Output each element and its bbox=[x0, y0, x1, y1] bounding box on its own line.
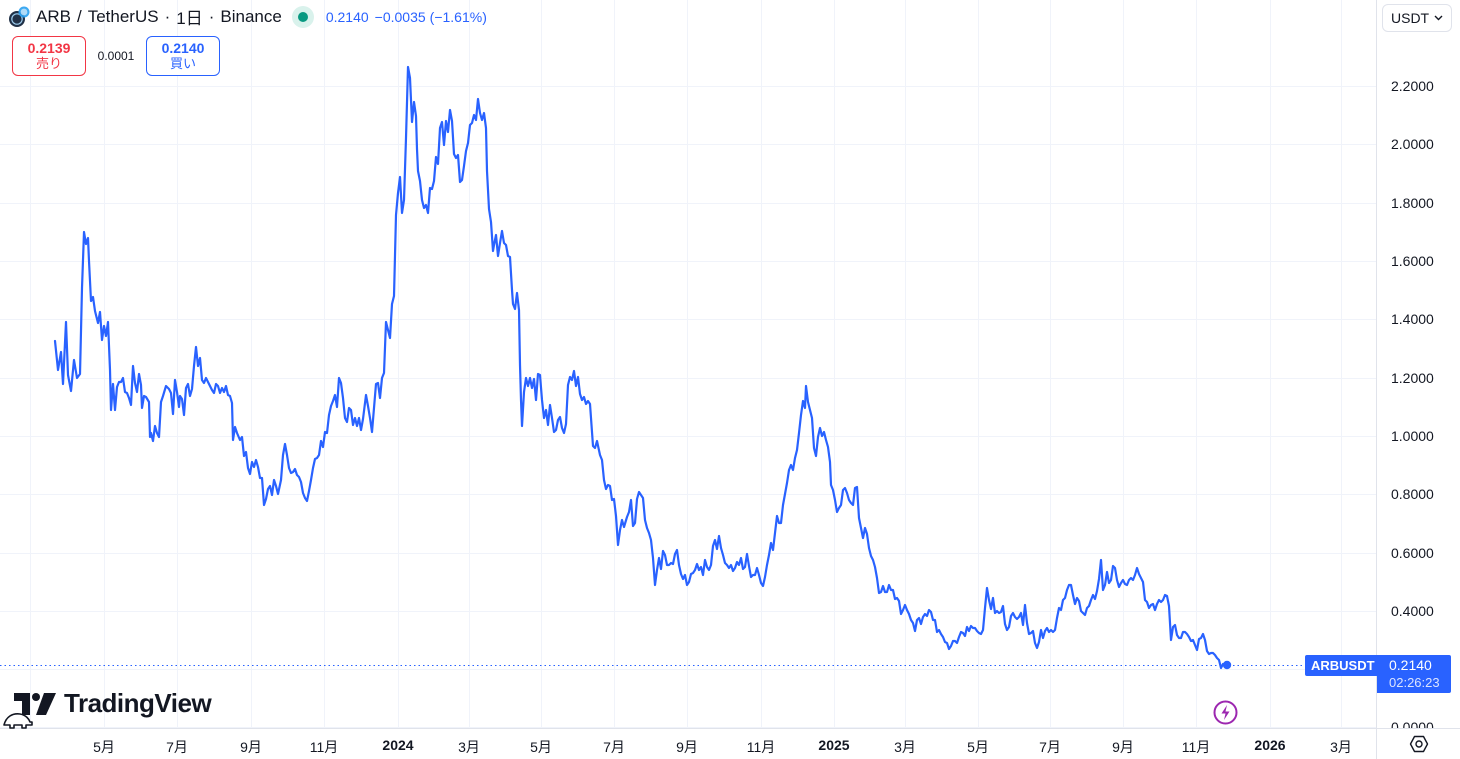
settings-icon bbox=[1409, 735, 1429, 753]
time-tick: 11月 bbox=[1181, 739, 1211, 755]
chart-settings-button[interactable] bbox=[1376, 728, 1460, 759]
symbol-price-label: ARBUSDT bbox=[1305, 655, 1381, 676]
tradingview-logo-text: TradingView bbox=[64, 688, 212, 718]
time-tick: 2024 bbox=[382, 737, 414, 753]
tradingview-logo-icon bbox=[14, 692, 56, 715]
chart-legend-header: ARB / TetherUS · 1日 · Binance 0.2140 −0.… bbox=[8, 4, 487, 29]
time-tick: 5月 bbox=[530, 739, 552, 755]
time-tick: 9月 bbox=[676, 739, 698, 755]
time-tick: 11月 bbox=[309, 739, 339, 755]
lightning-event-button[interactable] bbox=[1213, 700, 1238, 725]
price-tick: 2.2000 bbox=[1391, 78, 1434, 94]
chevron-down-icon bbox=[1434, 15, 1443, 21]
price-tick: 2.0000 bbox=[1391, 136, 1434, 152]
trade-panel: 0.2139 売り 0.0001 0.2140 買い bbox=[12, 36, 220, 76]
time-tick: 2025 bbox=[818, 737, 850, 753]
price-tick: 0.6000 bbox=[1391, 545, 1434, 561]
price-change-percent: (−1.61%) bbox=[429, 8, 487, 25]
sell-button[interactable]: 0.2139 売り bbox=[12, 36, 86, 76]
last-price-dot bbox=[1222, 660, 1232, 670]
buy-price: 0.2140 bbox=[161, 40, 205, 56]
interval-label[interactable]: 1日 bbox=[176, 9, 203, 28]
separator-dot: · bbox=[164, 6, 171, 26]
buy-label: 買い bbox=[169, 56, 196, 71]
sell-label: 売り bbox=[35, 56, 62, 71]
sell-price: 0.2139 bbox=[27, 40, 71, 56]
time-tick: 9月 bbox=[1112, 739, 1134, 755]
price-tick: 1.6000 bbox=[1391, 253, 1434, 269]
last-price-axis-value: 0.2140 bbox=[1389, 657, 1432, 673]
market-status-icon[interactable] bbox=[291, 5, 314, 28]
time-tick: 5月 bbox=[967, 739, 989, 755]
price-tick: 0.8000 bbox=[1391, 486, 1434, 502]
currency-value: USDT bbox=[1391, 10, 1430, 26]
exchange-label: Binance bbox=[220, 6, 282, 26]
currency-select[interactable]: USDT bbox=[1382, 4, 1452, 32]
price-chart[interactable] bbox=[0, 0, 1376, 728]
price-axis[interactable]: 2.2000 2.0000 1.8000 1.6000 1.4000 1.200… bbox=[1376, 0, 1460, 735]
time-tick: 7月 bbox=[166, 739, 188, 755]
price-tick: 1.8000 bbox=[1391, 195, 1434, 211]
symbol-separator: / bbox=[76, 6, 82, 26]
time-tick: 7月 bbox=[603, 739, 625, 755]
buy-button[interactable]: 0.2140 買い bbox=[146, 36, 220, 76]
time-tick: 3月 bbox=[458, 739, 480, 755]
bar-countdown: 02:26:23 bbox=[1389, 675, 1440, 690]
symbol-name[interactable]: ARB bbox=[36, 6, 71, 26]
price-line bbox=[53, 65, 1229, 670]
price-tick: 1.4000 bbox=[1391, 311, 1434, 327]
chart-plot-area[interactable] bbox=[0, 0, 1376, 728]
price-tick: 1.0000 bbox=[1391, 428, 1434, 444]
time-tick: 3月 bbox=[1330, 739, 1352, 755]
time-axis[interactable]: 5月 7月 9月 11月 2024 3月 5月 7月 9月 11月 2025 3… bbox=[0, 728, 1376, 759]
time-tick: 9月 bbox=[240, 739, 262, 755]
last-price-label: 0.2140 02:26:23 bbox=[1377, 655, 1451, 693]
tradingview-logo[interactable]: TradingView bbox=[14, 688, 212, 719]
separator-dot: · bbox=[208, 6, 215, 26]
price-tick: 1.2000 bbox=[1391, 370, 1434, 386]
quote-asset: TetherUS bbox=[87, 6, 159, 26]
spread-value: 0.0001 bbox=[97, 49, 135, 63]
grid-lines bbox=[0, 0, 1376, 728]
time-tick: 3月 bbox=[894, 739, 916, 755]
time-tick: 11月 bbox=[746, 739, 776, 755]
time-tick: 2026 bbox=[1254, 737, 1286, 753]
turtle-icon bbox=[3, 713, 33, 729]
price-tick: 0.4000 bbox=[1391, 603, 1434, 619]
price-change: −0.0035 bbox=[374, 8, 426, 25]
time-tick: 7月 bbox=[1039, 739, 1061, 755]
last-price-value: 0.2140 bbox=[325, 8, 369, 25]
lightning-icon bbox=[1213, 700, 1238, 725]
arb-coin-icon bbox=[8, 6, 30, 28]
time-tick: 5月 bbox=[93, 739, 115, 755]
